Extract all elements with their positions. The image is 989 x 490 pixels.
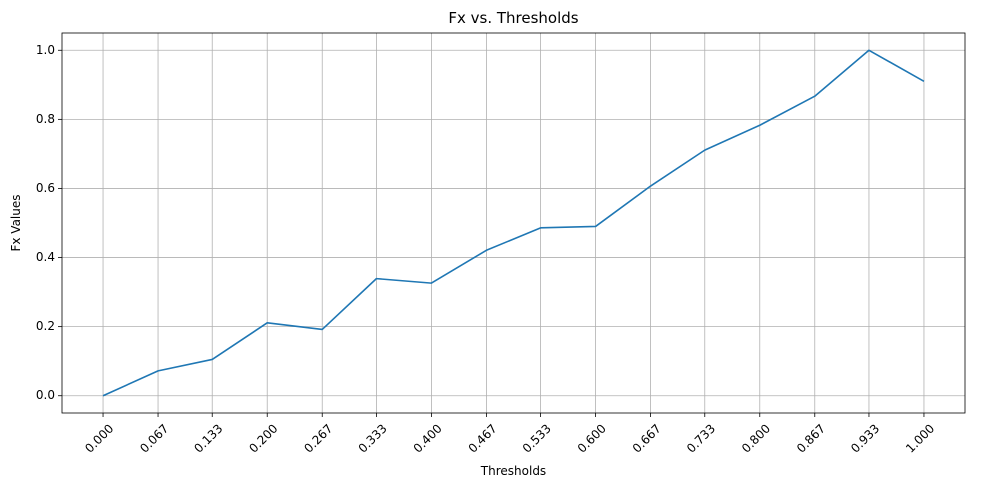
y-axis-ticks: 0.0 0.2 0.4 0.6 0.8 1.0 bbox=[36, 43, 62, 402]
y-tick-label: 0.6 bbox=[36, 181, 55, 195]
grid bbox=[62, 33, 965, 413]
chart-title: Fx vs. Thresholds bbox=[448, 9, 578, 27]
y-axis-label: Fx Values bbox=[9, 194, 23, 251]
y-tick-label: 0.4 bbox=[36, 250, 55, 264]
y-tick-label: 1.0 bbox=[36, 43, 55, 57]
series-layer bbox=[102, 49, 925, 397]
plot-frame bbox=[61, 32, 966, 414]
x-axis-label: Thresholds bbox=[480, 464, 546, 478]
y-tick-label: 0.2 bbox=[36, 319, 55, 333]
y-tick-label: 0.8 bbox=[36, 112, 55, 126]
y-tick-label: 0.0 bbox=[36, 388, 55, 402]
series-line bbox=[102, 49, 925, 397]
